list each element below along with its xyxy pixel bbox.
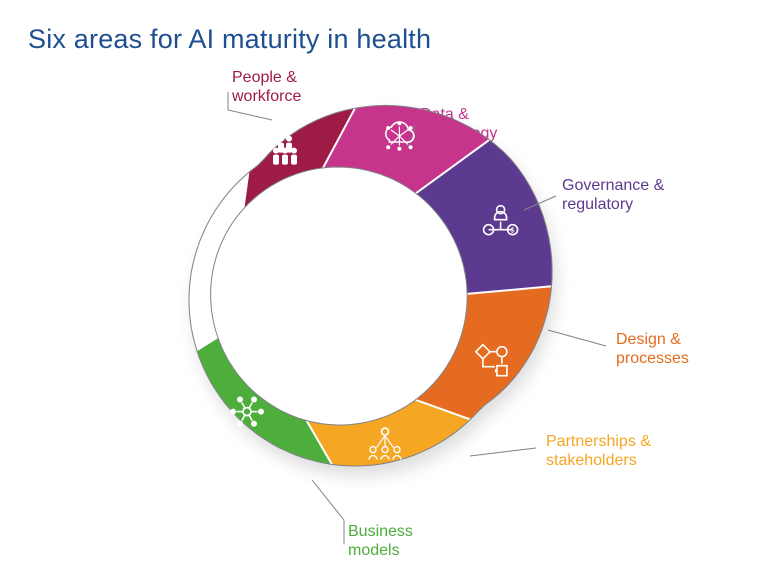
maturity-diagram: $	[0, 0, 768, 572]
leader-partnerships	[470, 448, 536, 456]
leader-business	[312, 480, 344, 544]
svg-text:$: $	[511, 228, 515, 235]
leader-design	[548, 330, 606, 346]
leader-people	[228, 92, 272, 120]
